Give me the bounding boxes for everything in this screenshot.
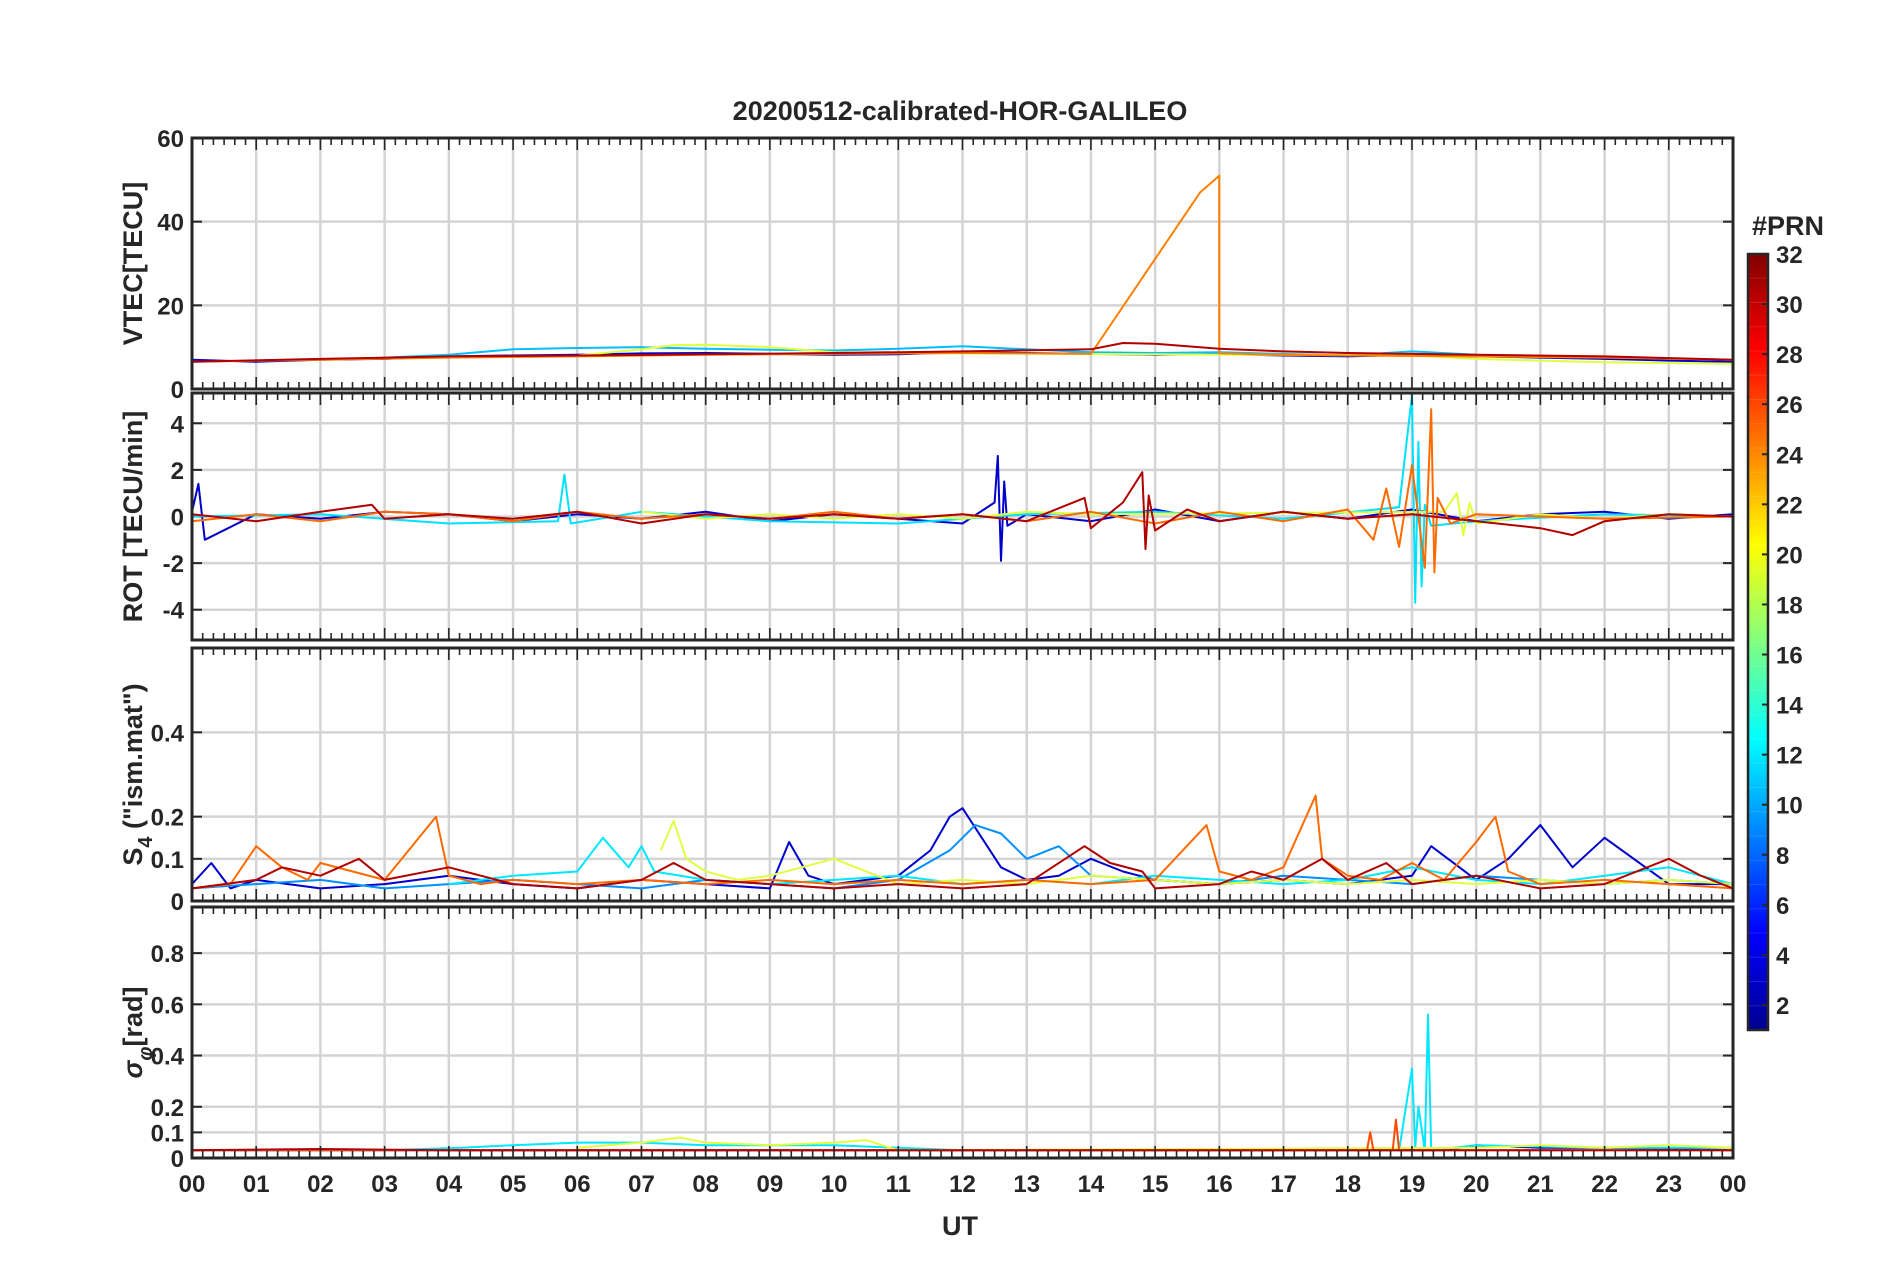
axes-box [190,391,1735,642]
x-tick-label: 20 [1463,1171,1490,1198]
x-tick-label: 10 [821,1171,848,1198]
x-tick-label: 17 [1270,1171,1297,1198]
x-tick-label: 06 [564,1171,591,1198]
series-line-prn-30 [192,471,1733,551]
series-line-prn-25 [192,174,1733,363]
y-tick-label: 0.2 [151,1095,184,1122]
x-tick-label: 03 [371,1171,398,1198]
x-axis-label: UT [942,1211,978,1241]
x-tick-label: 22 [1591,1171,1618,1198]
colorbar-gradient [1748,254,1768,1030]
colorbar-frame [1746,252,1770,1032]
x-tick-label: 04 [435,1171,462,1198]
x-tick-label: 08 [692,1171,719,1198]
colorbar-tick-label: 12 [1776,743,1803,770]
axes-box [190,136,1735,391]
y-axis-label-main: σ [118,1060,148,1079]
x-tick-label: 12 [949,1171,976,1198]
colorbar-tick-label: 18 [1776,592,1803,619]
series-line-prn-30 [192,342,1733,363]
y-tick-label: 0.6 [151,992,184,1019]
y-axis-label-rest: ("ism.mat") [118,683,148,836]
series-group [192,174,1733,365]
x-tick-label: 02 [307,1171,334,1198]
colorbar-tick-label: 30 [1776,292,1803,319]
panel-rot: -4 -2 0 2 4 ROT [TECU/min] [118,391,1735,642]
y-tick-label: 2 [171,458,184,485]
colorbar-tick-label: 32 [1776,242,1803,269]
colorbar-tick-label: 22 [1776,492,1803,519]
y-tick-label: 0.1 [151,1120,184,1147]
panel-s4: 00.10.20.4S4 ("ism.mat") [118,646,1735,916]
colorbar-tick-label: 14 [1776,693,1803,720]
x-tick-label: 14 [1078,1171,1105,1198]
x-tick-label: 05 [500,1171,527,1198]
x-tick-label: 15 [1142,1171,1169,1198]
colorbar-tick-label: 28 [1776,342,1803,369]
panel-sigma: 00.10.2 0.4 0.6 0.8 σφ[rad] [118,905,1735,1173]
x-tick-label: 13 [1013,1171,1040,1198]
x-tick-label: 00 [179,1171,206,1198]
series-line-prn-2 [192,807,1733,890]
y-tick-label: 0.4 [151,1044,185,1071]
y-axis-label: σφ[rad] [118,987,157,1079]
y-axis-label-sub: φ [135,1047,157,1061]
x-tick-label: 01 [243,1171,270,1198]
colorbar-title: #PRN [1752,211,1824,241]
series-line-prn-20 [659,819,1733,886]
y-tick-label: 0.1 [151,847,184,874]
y-tick-label: 0.2 [151,805,184,832]
colorbar-tick-label: 10 [1776,793,1803,820]
chart-title: 20200512-calibrated-HOR-GALILEO [733,96,1188,126]
y-axis-label: ROT [TECU/min] [118,411,148,622]
series-group [192,394,1733,604]
y-tick-label: 40 [157,210,184,237]
x-tick-label: 23 [1655,1171,1682,1198]
y-axis-label-rest: [rad] [118,987,148,1047]
colorbar-tick-label: 8 [1776,843,1789,870]
x-tick-label: 11 [886,1171,911,1198]
x-tick-label: 16 [1206,1171,1233,1198]
colorbar-tick-label: 6 [1776,893,1789,920]
y-tick-label: -4 [163,598,185,625]
y-axis-label-sub: 4 [135,836,157,848]
series-line-prn-25 [192,794,1733,890]
y-axis-label-main: S [118,848,148,866]
y-tick-label: 60 [157,126,184,153]
axes-box [190,646,1735,903]
series-line-prn-25 [192,408,1733,574]
series-group [192,794,1733,890]
x-tick-label: 00 [1720,1171,1747,1198]
series-line-prn-30 [192,845,1733,890]
colorbar-tick-label: 24 [1776,442,1803,469]
x-tick-label: 09 [757,1171,784,1198]
colorbar-tick-label: 2 [1776,993,1789,1020]
x-tick-label: 18 [1334,1171,1361,1198]
x-tick-label: 21 [1527,1171,1554,1198]
x-tick-label: 19 [1399,1171,1426,1198]
axes-box [190,905,1735,1160]
y-axis-label: S4 ("ism.mat") [118,683,157,865]
y-tick-label: 0 [171,505,184,532]
x-axis: 00 01 02 03 04 05 06 07 08 09 10 11 12 13 14 15 16 17 18 19… [179,1171,1747,1198]
colorbar-tick-label: 4 [1776,943,1790,970]
y-tick-label: 20 [157,293,184,320]
y-tick-label: 4 [171,411,185,438]
y-tick-label: -2 [163,551,184,578]
colorbar-tick-label: 26 [1776,392,1803,419]
panel-vtec: 0 20 40 60 VTEC[TECU] [118,126,1735,404]
y-tick-label: 0 [171,889,184,916]
y-tick-label: 0 [171,1146,184,1173]
colorbar-tick-label: 16 [1776,643,1803,670]
x-tick-label: 07 [628,1171,655,1198]
colorbar-tick-label: 20 [1776,542,1803,569]
y-axis-label: VTEC[TECU] [118,182,148,346]
y-tick-label: 0.8 [151,941,184,968]
y-tick-label: 0.4 [151,720,185,747]
y-tick-label: 0 [171,377,184,404]
